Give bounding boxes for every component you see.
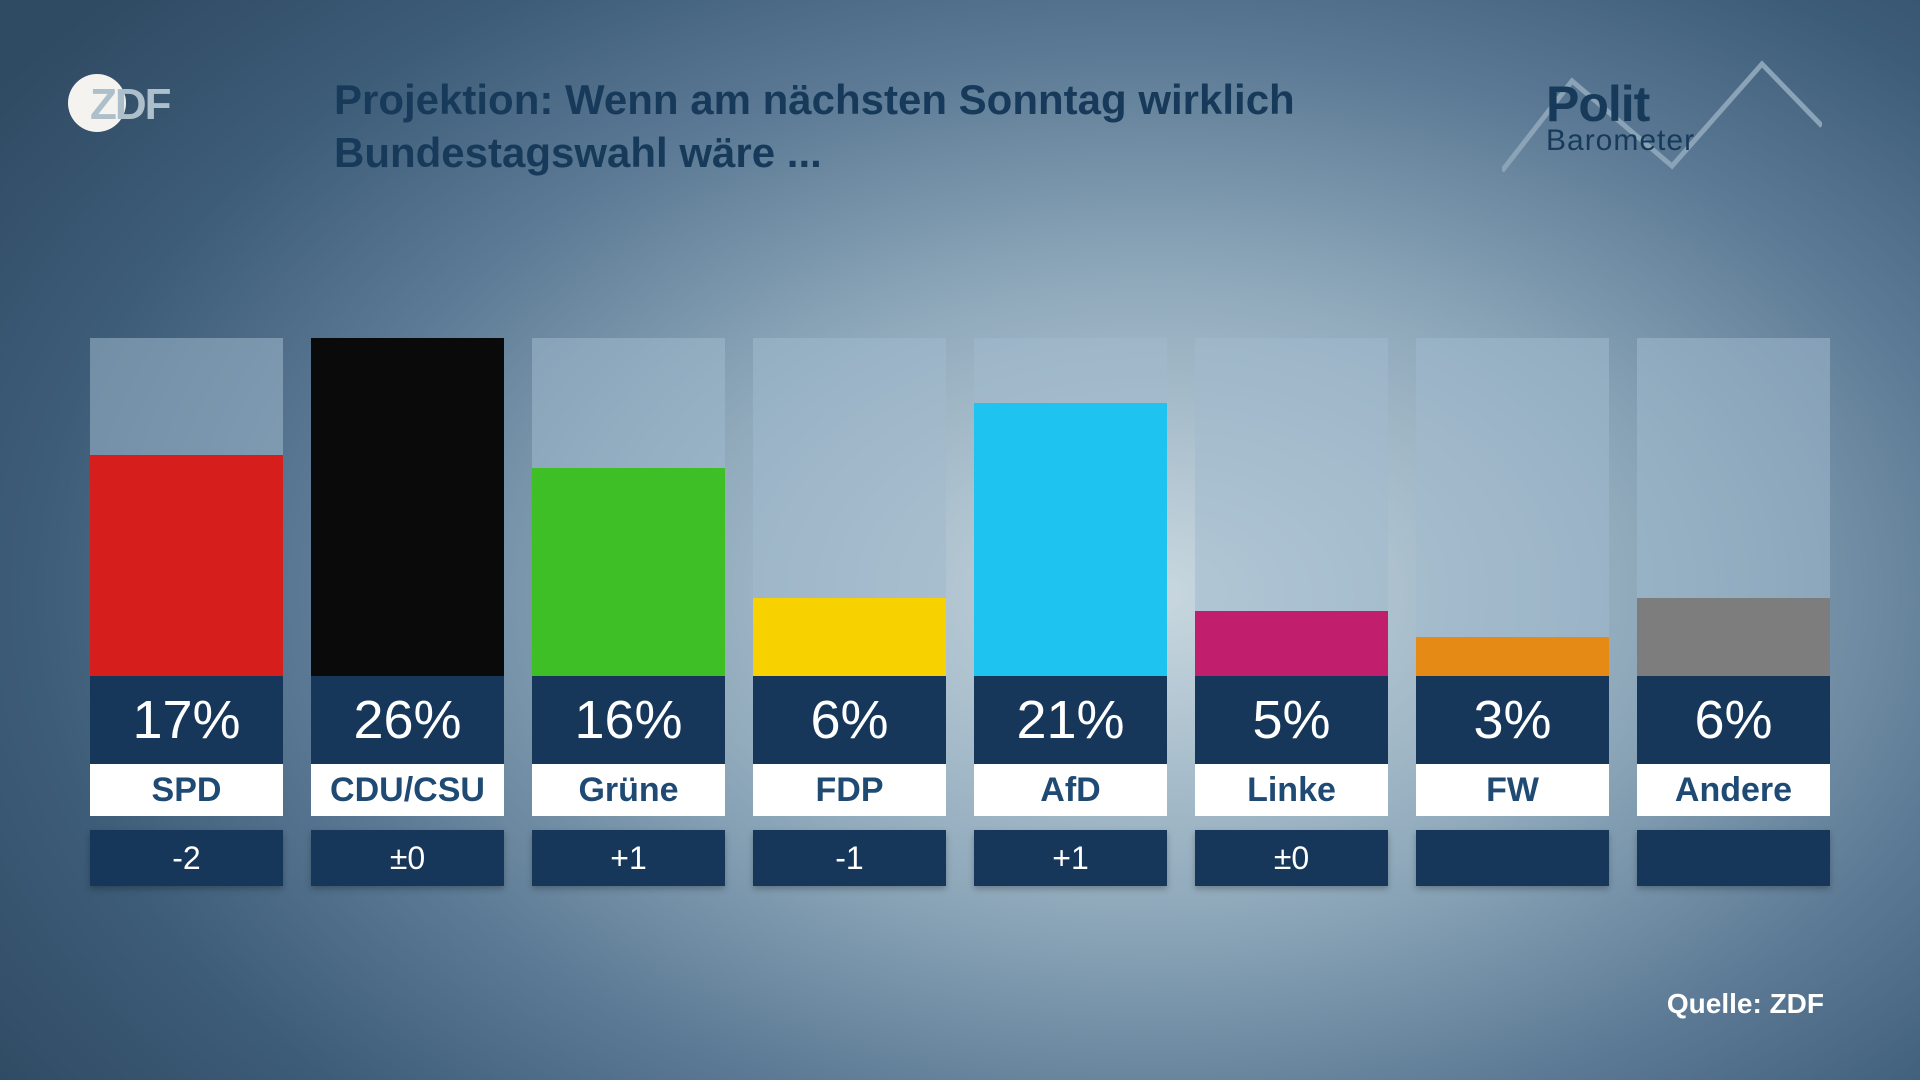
source-label: Quelle: ZDF (1667, 988, 1824, 1020)
value-label: 17% (90, 676, 283, 764)
party-label: CDU/CSU (311, 764, 504, 816)
delta-label (1416, 830, 1609, 886)
bar-fill (311, 338, 504, 676)
bar-fill (1416, 637, 1609, 676)
delta-label: +1 (532, 830, 725, 886)
spacer (974, 816, 1167, 830)
value-label: 26% (311, 676, 504, 764)
value-label: 6% (1637, 676, 1830, 764)
chart-entry: 21%AfD +1 (974, 338, 1167, 886)
party-label: Andere (1637, 764, 1830, 816)
chart-entry: 6%Andere (1637, 338, 1830, 886)
spacer (1637, 816, 1830, 830)
chart-entry: 6%FDP -1 (753, 338, 946, 886)
chart-entry: 3%FW (1416, 338, 1609, 886)
chart-entry: 16%Grüne +1 (532, 338, 725, 886)
politbarometer-text-top: Polit (1546, 82, 1695, 127)
bar-fill (90, 455, 283, 676)
spacer (532, 816, 725, 830)
page-title: Projektion: Wenn am nächsten Sonntag wir… (334, 74, 1360, 179)
delta-label: +1 (974, 830, 1167, 886)
spacer (90, 816, 283, 830)
spacer (753, 816, 946, 830)
spacer (1416, 816, 1609, 830)
value-label: 6% (753, 676, 946, 764)
delta-label: -1 (753, 830, 946, 886)
bar-fill (1637, 598, 1830, 676)
party-label: Grüne (532, 764, 725, 816)
delta-label: -2 (90, 830, 283, 886)
value-label: 16% (532, 676, 725, 764)
party-label: Linke (1195, 764, 1388, 816)
bar-slot (532, 338, 725, 676)
politbarometer-text-bottom: Barometer (1546, 127, 1695, 154)
party-label: AfD (974, 764, 1167, 816)
delta-label: ±0 (311, 830, 504, 886)
bar-fill (753, 598, 946, 676)
politbarometer-logo: Polit Barometer (1502, 56, 1822, 196)
spacer (311, 816, 504, 830)
bar-fill (1195, 611, 1388, 676)
chart-entry: 17%SPD -2 (90, 338, 283, 886)
chart-entry: 26%CDU/CSU ±0 (311, 338, 504, 886)
spacer (1195, 816, 1388, 830)
bar-slot (90, 338, 283, 676)
zdf-logo-text: ZDF (90, 80, 170, 130)
chart-entry: 5%Linke ±0 (1195, 338, 1388, 886)
value-label: 21% (974, 676, 1167, 764)
party-label: SPD (90, 764, 283, 816)
bar-slot (311, 338, 504, 676)
bar-slot (1637, 338, 1830, 676)
party-label: FW (1416, 764, 1609, 816)
bar-slot (974, 338, 1167, 676)
value-label: 3% (1416, 676, 1609, 764)
bar-slot (753, 338, 946, 676)
bar-slot (1416, 338, 1609, 676)
bar-slot (1195, 338, 1388, 676)
value-label: 5% (1195, 676, 1388, 764)
delta-label (1637, 830, 1830, 886)
bar-fill (532, 468, 725, 676)
projection-bar-chart: 17%SPD-226%CDU/CSU±016%Grüne+16%FDP-121%… (90, 338, 1830, 886)
bar-fill (974, 403, 1167, 676)
zdf-logo: ZDF (68, 74, 198, 132)
party-label: FDP (753, 764, 946, 816)
delta-label: ±0 (1195, 830, 1388, 886)
